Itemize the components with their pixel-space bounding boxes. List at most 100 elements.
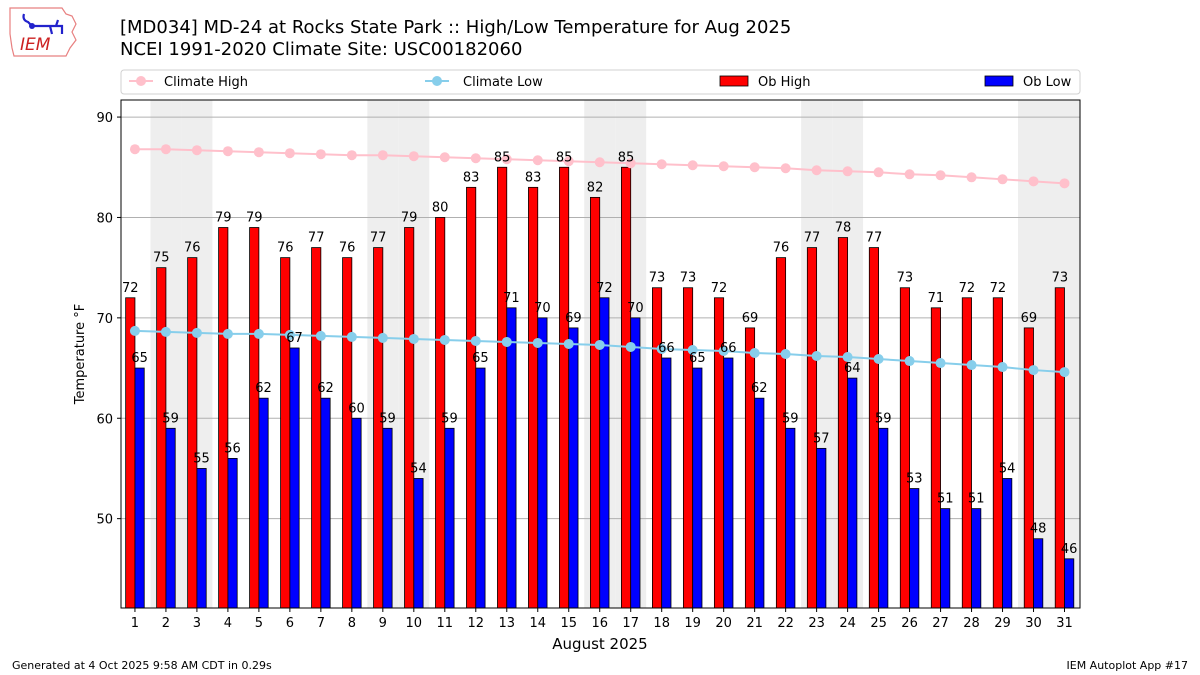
ob-high-legend-swatch xyxy=(719,75,749,87)
ob-low-bar-day-11 xyxy=(444,427,455,609)
legend-item-ob-high: Ob High xyxy=(719,75,811,90)
climate-high-marker-day-1 xyxy=(129,144,140,155)
climate-low-marker-day-7 xyxy=(315,330,326,341)
ob-high-bar-day-3 xyxy=(187,257,198,609)
x-tick-label: 19 xyxy=(684,616,701,631)
climate-low-marker-day-15 xyxy=(563,338,574,349)
ob-low-label-day-12: 65 xyxy=(472,351,489,366)
ob-low-label-day-26: 53 xyxy=(906,472,923,487)
ob-high-bar-day-8 xyxy=(342,257,353,609)
x-tick-label: 1 xyxy=(131,616,139,631)
climate-high-marker-day-23 xyxy=(811,165,822,176)
ob-low-label-day-28: 51 xyxy=(968,492,985,507)
ob-high-label-day-15: 85 xyxy=(556,150,573,165)
ob-high-label-day-5: 79 xyxy=(246,211,263,226)
climate-high-marker-day-31 xyxy=(1059,178,1070,189)
ob-low-bar-day-25 xyxy=(878,427,889,609)
x-tick-label: 16 xyxy=(591,616,608,631)
x-tick-label: 29 xyxy=(994,616,1011,631)
climate-high-marker-day-9 xyxy=(377,150,388,161)
ob-high-label-day-12: 83 xyxy=(463,170,480,185)
legend-label-climate-low: Climate Low xyxy=(463,75,543,90)
x-axis: 1 2 3 4 5 6 7 8 9 10 11 12 13 14 15 16 17 18 19 20 21 22 23 24 2… xyxy=(131,608,1073,631)
ob-high-label-day-16: 82 xyxy=(587,180,604,195)
iowa-outline-shape xyxy=(9,7,77,57)
ob-high-label-day-8: 76 xyxy=(339,241,356,256)
ob-high-bar-day-10 xyxy=(404,227,415,609)
x-tick-label: 25 xyxy=(870,616,887,631)
ob-high-bar-day-28 xyxy=(961,297,972,609)
ob-high-bar-day-7 xyxy=(311,247,322,609)
climate-low-marker-day-12 xyxy=(470,335,481,346)
ob-high-label-day-24: 78 xyxy=(835,221,852,236)
ob-high-label-day-3: 76 xyxy=(184,241,201,256)
ob-low-bar-day-30 xyxy=(1033,538,1044,609)
climate-high-marker-day-30 xyxy=(1028,176,1039,187)
ob-low-label-day-15: 69 xyxy=(565,311,582,326)
climate-low-marker-day-19 xyxy=(687,344,698,355)
ob-low-bar-day-7 xyxy=(320,397,331,609)
climate-low-marker-day-3 xyxy=(191,327,202,338)
ob-low-label-day-21: 62 xyxy=(751,381,768,396)
climate-high-marker-day-5 xyxy=(253,147,264,158)
climate-high-marker-day-14 xyxy=(532,155,543,166)
x-tick-label: 8 xyxy=(348,616,356,631)
climate-low-marker-day-25 xyxy=(873,354,884,365)
ob-high-bar-day-5 xyxy=(249,227,260,609)
ob-low-label-day-7: 62 xyxy=(317,381,334,396)
climate-low-marker-day-20 xyxy=(718,345,729,356)
legend-item-ob-low: Ob Low xyxy=(984,75,1072,90)
climate-high-marker-day-10 xyxy=(408,151,419,162)
ob-high-bar-day-22 xyxy=(775,257,787,609)
ob-low-label-day-6: 67 xyxy=(286,331,303,346)
legend: Climate High Climate Low Ob High Ob Low xyxy=(120,69,1081,95)
ob-high-label-day-30: 69 xyxy=(1021,311,1038,326)
climate-high-marker-day-17 xyxy=(625,158,636,169)
ob-low-bar-day-6 xyxy=(289,347,300,609)
ob-high-label-day-2: 75 xyxy=(153,251,170,266)
ob-high-bar-day-15 xyxy=(559,166,570,609)
ob-high-bar-day-27 xyxy=(930,307,941,609)
climate-high-marker-day-27 xyxy=(935,170,946,181)
ob-low-bar-day-2 xyxy=(165,427,176,609)
ob-high-bar-day-9 xyxy=(373,247,384,609)
ob-low-legend-swatch xyxy=(984,75,1014,87)
climate-high-marker-day-11 xyxy=(439,152,450,163)
climate-high-marker-day-26 xyxy=(904,169,915,180)
ob-high-label-day-14: 83 xyxy=(525,170,542,185)
climate-low-legend-marker xyxy=(432,76,442,86)
ob-high-label-day-4: 79 xyxy=(215,211,232,226)
climate-low-marker-day-18 xyxy=(656,343,667,354)
ob-high-label-day-18: 73 xyxy=(649,271,666,286)
x-tick-label: 24 xyxy=(839,616,856,631)
ob-low-label-day-17: 70 xyxy=(627,301,644,316)
climate-high-marker-day-20 xyxy=(718,161,729,172)
ob-low-bar-day-4 xyxy=(227,458,238,609)
x-tick-label: 4 xyxy=(224,616,232,631)
ob-low-bar-day-8 xyxy=(351,417,362,609)
y-axis: 50 60 70 80 90 xyxy=(96,111,121,528)
ob-high-label-day-29: 72 xyxy=(990,281,1007,296)
ob-high-label-day-23: 77 xyxy=(804,231,821,246)
x-tick-label: 11 xyxy=(437,616,454,631)
ob-high-bar-day-6 xyxy=(280,257,291,609)
ob-low-bar-day-21 xyxy=(754,397,765,609)
ob-high-bar-day-4 xyxy=(218,227,229,609)
ob-high-bar-day-1 xyxy=(125,297,136,609)
climate-low-marker-day-31 xyxy=(1059,367,1070,378)
ob-low-label-day-4: 56 xyxy=(224,441,241,456)
ob-high-bar-day-24 xyxy=(837,237,849,609)
legend-label-ob-low: Ob Low xyxy=(1023,75,1072,90)
logo-text: IEM xyxy=(20,35,51,55)
x-tick-label: 20 xyxy=(715,616,732,631)
legend-label-ob-high: Ob High xyxy=(758,75,811,90)
climate-high-marker-day-7 xyxy=(315,149,326,160)
climate-high-marker-day-4 xyxy=(222,146,233,157)
ob-high-label-day-7: 77 xyxy=(308,231,325,246)
ob-low-label-day-5: 62 xyxy=(255,381,272,396)
climate-high-marker-day-22 xyxy=(780,163,791,174)
climate-high-legend-marker xyxy=(136,76,146,86)
legend-item-climate-high: Climate High xyxy=(129,75,248,90)
ob-high-label-day-13: 85 xyxy=(494,150,511,165)
